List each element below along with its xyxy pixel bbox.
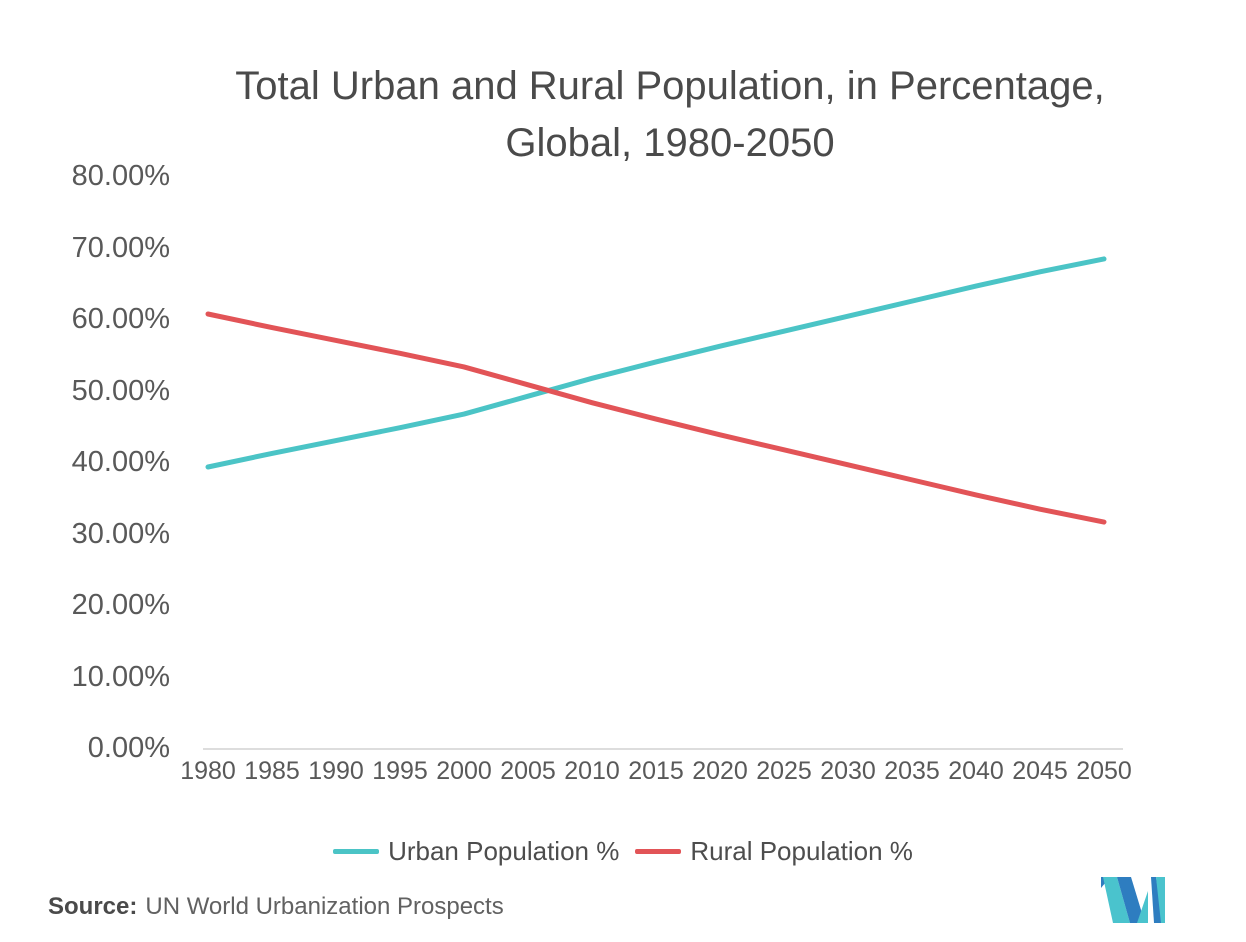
y-tick-label: 50.00% — [71, 374, 170, 407]
x-tick-label: 1985 — [244, 757, 300, 785]
x-tick-label: 2050 — [1076, 757, 1132, 785]
x-tick-label: 1990 — [308, 757, 364, 785]
x-tick-label: 2025 — [756, 757, 812, 785]
source-note: Source: UN World Urbanization Prospects — [48, 893, 504, 921]
x-tick-label: 2015 — [628, 757, 684, 785]
logo-shape — [1156, 877, 1165, 923]
chart-title-line-2: Global, 1980-2050 — [505, 121, 835, 165]
y-tick-label: 10.00% — [71, 660, 170, 693]
mordor-intelligence-logo — [1101, 877, 1165, 923]
y-tick-label: 70.00% — [71, 231, 170, 264]
y-tick-label: 0.00% — [87, 732, 170, 764]
source-label: Source: — [48, 893, 138, 920]
x-tick-label: 2035 — [884, 757, 940, 785]
rural-population-line — [205, 311, 1107, 525]
x-tick-label: 2005 — [500, 757, 556, 785]
x-tick-label: 2020 — [692, 757, 748, 785]
logo-shape — [1103, 877, 1130, 923]
x-tick-label: 2045 — [1012, 757, 1068, 785]
urban-population-line — [205, 256, 1107, 470]
x-tick-label: 2040 — [948, 757, 1004, 785]
legend-label: Rural Population % — [690, 835, 913, 866]
legend-item: Rural Population % — [635, 836, 913, 867]
x-tick-label: 2010 — [564, 757, 620, 785]
y-tick-label: 40.00% — [71, 446, 170, 478]
x-tick-label: 1995 — [372, 757, 428, 785]
legend: Urban Population % Rural Population % — [0, 833, 1246, 869]
x-tick-label: 2000 — [436, 757, 492, 785]
logo-shape — [1117, 877, 1145, 923]
legend-label: Urban Population % — [388, 835, 620, 866]
y-tick-label: 80.00% — [71, 160, 170, 192]
y-tick-label: 20.00% — [71, 589, 170, 621]
legend-swatch — [635, 848, 682, 854]
chart-title-line-1: Total Urban and Rural Population, in Per… — [235, 64, 1105, 108]
x-tick-label: 1980 — [180, 757, 236, 785]
logo-shape — [1137, 891, 1148, 923]
y-tick-label: 30.00% — [71, 517, 170, 550]
x-tick-label: 2030 — [820, 757, 876, 785]
chart-title: Total Urban and Rural Population, in Per… — [95, 58, 1245, 172]
legend-item: Urban Population % — [333, 836, 619, 867]
legend-swatch — [333, 848, 380, 854]
source-text: UN World Urbanization Prospects — [145, 893, 504, 920]
y-tick-label: 60.00% — [71, 303, 170, 335]
